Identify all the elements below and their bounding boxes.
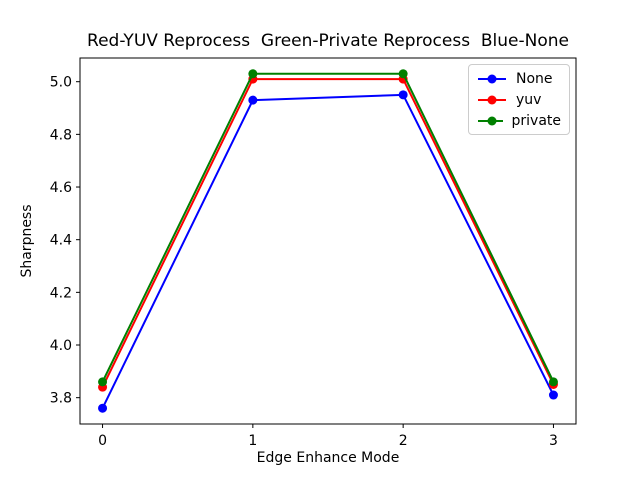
legend-label: private xyxy=(511,112,562,129)
y-tick-label: 4.4 xyxy=(50,233,72,249)
legend-row: None xyxy=(477,68,561,89)
y-tick-label: 4.0 xyxy=(50,338,72,354)
data-point-marker xyxy=(398,90,408,100)
x-tick-label: 2 xyxy=(399,433,408,449)
y-tick-label: 3.8 xyxy=(50,391,72,407)
series-line-none xyxy=(101,93,555,409)
series-line-private xyxy=(101,72,555,383)
legend-label: None xyxy=(516,70,553,87)
series-line-yuv xyxy=(101,78,555,388)
data-point-marker xyxy=(548,390,558,400)
data-point-marker xyxy=(98,403,108,413)
y-tick-label: 4.8 xyxy=(50,127,72,143)
legend-row: yuv xyxy=(477,89,561,110)
x-tick-label: 1 xyxy=(248,433,257,449)
y-tick-label: 4.2 xyxy=(50,285,72,301)
plot-area xyxy=(79,57,577,425)
data-point-marker xyxy=(548,377,558,387)
legend-marker-icon xyxy=(487,116,497,125)
chart-title: Red-YUV Reprocess Green-Private Reproces… xyxy=(87,31,569,51)
legend-sample-line xyxy=(478,74,506,83)
data-point-marker xyxy=(398,69,408,79)
data-point-marker xyxy=(98,377,108,387)
data-point-marker xyxy=(248,95,258,105)
legend-sample-line xyxy=(478,95,506,104)
legend-marker-icon xyxy=(487,74,497,83)
x-axis-label: Edge Enhance Mode xyxy=(256,450,400,466)
x-tick-label: 0 xyxy=(98,433,107,449)
y-axis-label: Sharpness xyxy=(19,204,35,278)
x-tick-label: 3 xyxy=(549,433,558,449)
y-tick-label: 4.6 xyxy=(50,180,72,196)
y-tick-label: 5.0 xyxy=(50,75,72,91)
legend-marker-icon xyxy=(487,95,497,104)
legend-row: private xyxy=(477,110,561,131)
data-point-marker xyxy=(248,69,258,79)
legend-sample-line xyxy=(478,116,503,125)
legend: None yuv private xyxy=(468,64,570,135)
legend-label: yuv xyxy=(516,91,542,108)
